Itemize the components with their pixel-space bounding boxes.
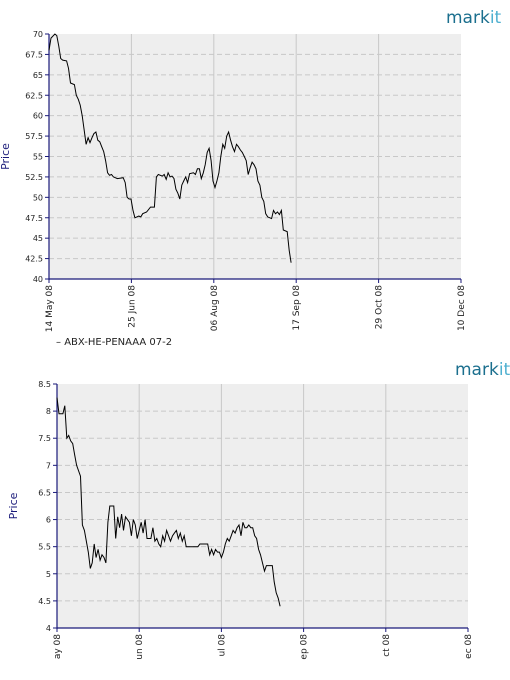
- chart2-ytick-label: 6.5: [38, 488, 51, 497]
- chart2-ytick-label: 4: [46, 624, 51, 633]
- chart2-y-axis-label: Price: [7, 492, 20, 519]
- markit-logo: markit: [446, 8, 501, 28]
- chart2-ytick-label: 4.5: [38, 597, 51, 606]
- chart1-ytick-label: 55: [33, 153, 43, 162]
- chart1-xtick-label: 17 Sep 08: [292, 285, 302, 331]
- logo-main-text-2: mark: [455, 360, 499, 380]
- logo-accent-text-2: it: [498, 360, 510, 380]
- chart2-ytick-label: 6: [46, 516, 51, 525]
- chart1-ytick-label: 62.5: [25, 91, 43, 100]
- markit-logo-2: markit: [455, 360, 510, 380]
- chart1-ytick-label: 52.5: [25, 173, 43, 182]
- chart1-xtick-label: 29 Oct 08: [375, 285, 385, 329]
- chart1-ytick-label: 47.5: [25, 214, 43, 223]
- legend-entry: ABX-HE-PENAAA 07-2: [64, 337, 173, 348]
- chart1-plot-area: [49, 34, 461, 279]
- chart1-xtick-label: 10 Dec 08: [457, 285, 467, 331]
- chart2-xtick-label: ay 08: [53, 634, 63, 659]
- chart1-xtick-label: 14 May 08: [45, 285, 55, 333]
- chart1-ytick-label: 50: [33, 193, 43, 202]
- chart1-xtick-label: 25 Jun 08: [127, 285, 137, 328]
- chart1-ytick-label: 57.5: [25, 132, 43, 141]
- legend-swatch: –: [56, 337, 61, 348]
- chart1-ytick-label: 67.5: [25, 50, 43, 59]
- chart2-xtick-label: un 08: [135, 634, 145, 660]
- chart1-ytick-label: 70: [33, 30, 43, 39]
- chart2-xtick-label: ul 08: [217, 634, 227, 657]
- chart2-xtick-label: ec 08: [464, 634, 474, 659]
- chart1-ytick-label: 45: [33, 234, 43, 243]
- chart2-ytick-label: 7: [46, 461, 51, 470]
- chart1-ytick-label: 65: [33, 71, 43, 80]
- chart2-ytick-label: 8: [46, 407, 51, 416]
- chart1-ytick-label: 42.5: [25, 255, 43, 264]
- logo-accent-text: it: [489, 8, 502, 28]
- chart1-xtick-label: 06 Aug 08: [210, 285, 220, 331]
- chart2-plot-area: [57, 384, 468, 628]
- chart2-xtick-label: ep 08: [300, 634, 310, 660]
- chart-legend: – ABX-HE-PENAAA 07-2: [56, 337, 172, 348]
- chart1-y-axis-label: Price: [0, 143, 12, 170]
- chart2-ytick-label: 5: [46, 570, 51, 579]
- price-chart-2: 4 4.5 5 5.5 6 6.5 7 7.5 8 8.5 ay 08 un 08 ul 08 ep 08…: [7, 380, 474, 660]
- chart2-ytick-label: 8.5: [38, 380, 51, 389]
- chart2-ytick-label: 5.5: [38, 543, 51, 552]
- chart1-ytick-label: 40: [33, 275, 43, 284]
- chart1-ytick-label: 60: [33, 112, 43, 121]
- logo-main-text: mark: [446, 8, 490, 28]
- price-chart-1: 40 42.5 45 47.5 50 52.5 55 57.5 60 62.5 65 67.5 70 14…: [0, 30, 467, 333]
- chart2-ytick-label: 7.5: [38, 434, 51, 443]
- chart2-xtick-label: ct 08: [382, 634, 392, 657]
